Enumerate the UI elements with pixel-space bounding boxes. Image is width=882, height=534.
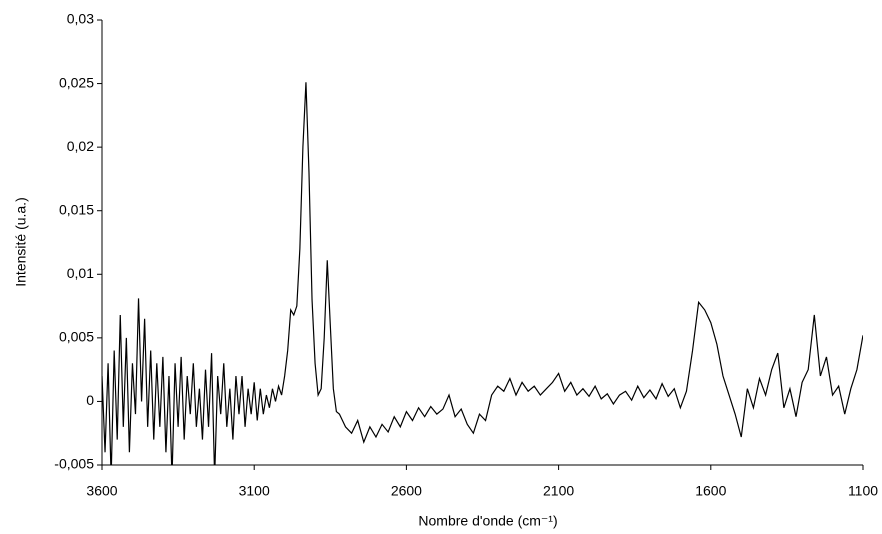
x-tick-label: 3600 [86, 483, 117, 499]
y-tick-label: 0,015 [59, 201, 94, 217]
y-tick-label: 0,005 [59, 329, 94, 345]
y-tick-label: -0,005 [54, 456, 94, 472]
x-tick-label: 3100 [239, 483, 270, 499]
spectrum-line [102, 82, 863, 465]
y-tick-label: 0 [86, 392, 94, 408]
y-tick-label: 0,02 [67, 138, 94, 154]
x-tick-label: 1600 [695, 483, 726, 499]
x-tick-label: 2600 [391, 483, 422, 499]
x-tick-label: 1100 [848, 483, 878, 499]
y-axis-label: Intensité (u.a.) [13, 197, 29, 287]
x-tick-label: 2100 [543, 483, 574, 499]
y-tick-label: 0,03 [67, 11, 94, 27]
y-tick-label: 0,01 [67, 265, 94, 281]
y-tick-label: 0,025 [59, 74, 94, 90]
x-axis-label: Nombre d'onde (cm⁻¹) [418, 513, 557, 529]
